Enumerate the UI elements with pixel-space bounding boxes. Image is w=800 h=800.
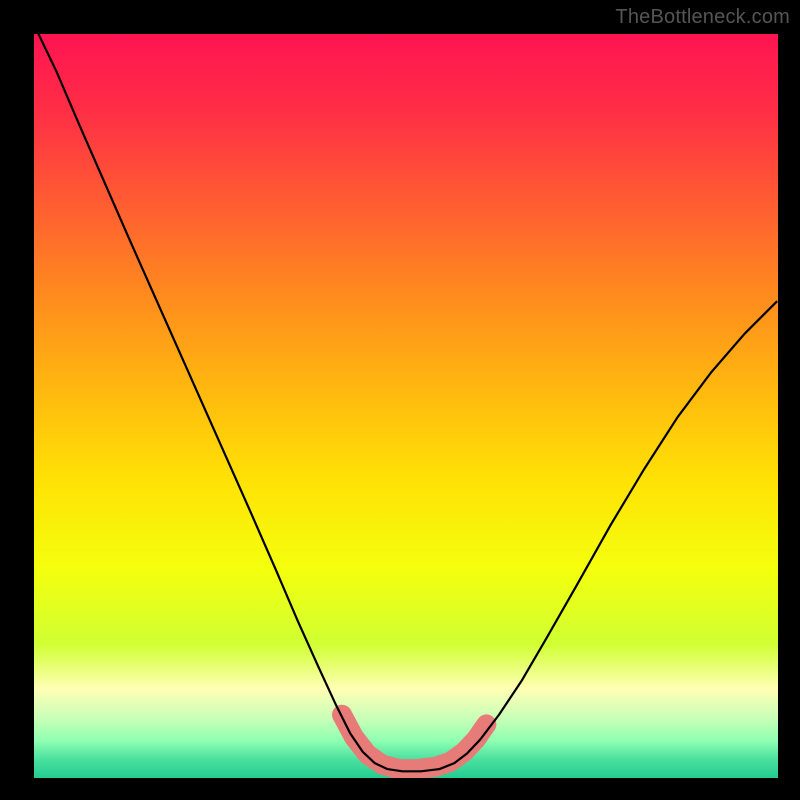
chart-stage: TheBottleneck.com (0, 0, 800, 800)
bottleneck-plot (34, 34, 778, 778)
watermark-text: TheBottleneck.com (615, 6, 790, 29)
gradient-background (34, 34, 778, 778)
